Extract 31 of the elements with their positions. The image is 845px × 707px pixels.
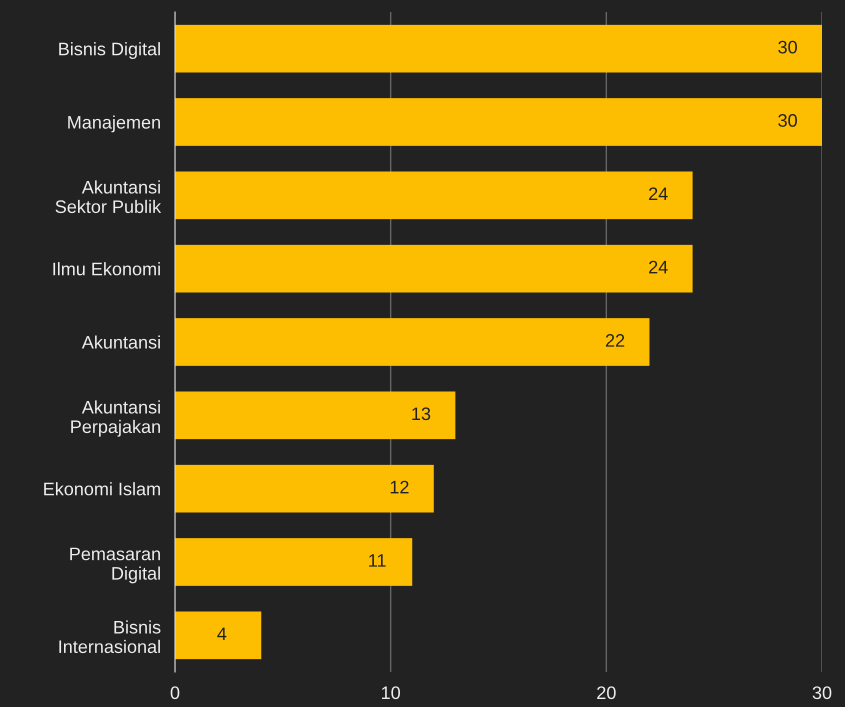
- bar: [175, 172, 693, 220]
- bar: [175, 318, 650, 366]
- data-label: 24: [649, 187, 668, 200]
- x-tick-label: 10: [382, 686, 400, 700]
- y-tick-label: Akuntansi Perpajakan: [71, 400, 160, 437]
- bar: [175, 24, 822, 72]
- bar: [175, 538, 412, 586]
- x-tick-label: 30: [812, 686, 832, 700]
- data-label: 30: [778, 114, 797, 127]
- y-tick-label: Manajemen: [68, 115, 160, 132]
- y-tick-label: Bisnis Digital: [59, 42, 160, 59]
- data-label: 24: [649, 260, 668, 274]
- data-label: 12: [390, 480, 409, 494]
- y-tick-label: Bisnis Internasional: [59, 620, 160, 654]
- data-label: 22: [606, 334, 624, 347]
- y-tick-label: Ilmu Ekonomi: [53, 262, 160, 276]
- bar: [175, 392, 456, 440]
- x-tick-label: 20: [597, 686, 616, 700]
- bar: [175, 244, 693, 292]
- y-tick-label: Akuntansi: [82, 335, 160, 349]
- data-label: 30: [778, 40, 797, 54]
- bar: [175, 98, 822, 146]
- bar: [175, 464, 434, 512]
- data-label: 13: [412, 407, 430, 420]
- y-tick-label: Akuntansi Sektor Publik: [56, 180, 162, 214]
- x-tick-label: 0: [170, 686, 180, 700]
- data-label: 11: [369, 554, 386, 567]
- y-tick-label: Ekonomi Islam: [44, 482, 160, 496]
- y-tick-label: Pemasaran Digital: [70, 548, 160, 584]
- data-label: 4: [217, 628, 226, 640]
- bar: [175, 612, 262, 660]
